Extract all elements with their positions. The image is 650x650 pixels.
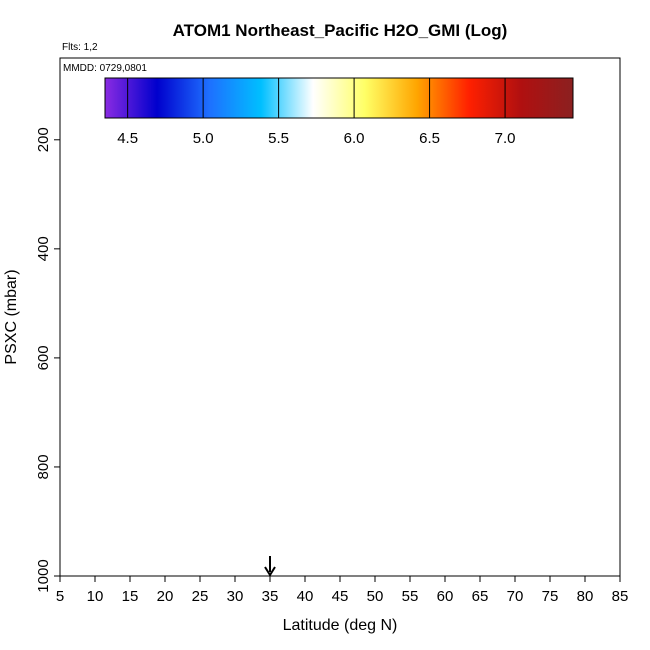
colorbar-ticks: 4.5 5.0 5.5 6.0 6.5 7.0 — [117, 78, 515, 147]
x-tick-label: 85 — [612, 588, 629, 605]
flight-track-dotted — [195, 150, 271, 571]
y-axis-label: PSXC (mbar) — [3, 269, 20, 364]
y-tick-label: 600 — [35, 345, 52, 370]
x-axis: 5 10 15 20 25 30 35 40 45 50 55 60 65 70 75 80 85 — [56, 576, 629, 605]
x-tick-label: 75 — [542, 588, 559, 605]
x-tick-label: 40 — [297, 588, 314, 605]
flight-track — [62, 141, 579, 572]
colorbar-tick-label: 4.5 — [117, 130, 138, 147]
x-tick-label: 10 — [87, 588, 104, 605]
x-tick-label: 20 — [157, 588, 174, 605]
flight-track-dotted — [472, 166, 509, 386]
flights-label: Flts: 1,2 — [62, 42, 98, 53]
y-tick-label: 1000 — [35, 559, 52, 592]
flight-track-solid — [163, 146, 184, 184]
y-tick-label: 200 — [35, 127, 52, 152]
colorbar-tick-label: 5.5 — [268, 130, 289, 147]
x-tick-label: 80 — [577, 588, 594, 605]
x-tick-label: 5 — [56, 588, 64, 605]
x-tick-label: 70 — [507, 588, 524, 605]
chart-title: ATOM1 Northeast_Pacific H2O_GMI (Log) — [173, 21, 508, 40]
flight-track-solid — [276, 171, 572, 206]
y-tick-label: 800 — [35, 454, 52, 479]
x-tick-label: 35 — [262, 588, 279, 605]
colorbar: 4.5 5.0 5.5 6.0 6.5 7.0 — [104, 77, 574, 147]
flight-track-solid — [72, 160, 93, 195]
x-tick-label: 50 — [367, 588, 384, 605]
x-tick-label: 60 — [437, 588, 454, 605]
x-tick-label: 25 — [192, 588, 209, 605]
x-tick-label: 55 — [402, 588, 419, 605]
date-label: MMDD: 0729,0801 — [63, 63, 147, 74]
colorbar-tick-label: 6.0 — [344, 130, 365, 147]
flight-track-solid — [202, 141, 261, 195]
colorbar-bar — [104, 77, 574, 119]
colorbar-tick-label: 7.0 — [495, 130, 516, 147]
colorbar-tick-label: 5.0 — [193, 130, 214, 147]
flight-track-dotted — [458, 167, 467, 435]
flight-track-solid — [121, 160, 139, 195]
colorbar-tick-label: 6.5 — [419, 130, 440, 147]
plot-frame — [59, 57, 621, 577]
y-axis: 200 400 600 800 1000 — [35, 127, 60, 593]
x-tick-label: 30 — [227, 588, 244, 605]
plot-area — [59, 57, 621, 577]
x-axis-label: Latitude (deg N) — [283, 617, 398, 634]
x-tick-label: 65 — [472, 588, 489, 605]
y-tick-label: 400 — [35, 236, 52, 261]
x-tick-label: 15 — [122, 588, 139, 605]
flight-track-dotted — [62, 166, 106, 572]
latitude-marker — [264, 556, 276, 577]
marker-head — [264, 566, 276, 577]
x-tick-label: 45 — [332, 588, 349, 605]
